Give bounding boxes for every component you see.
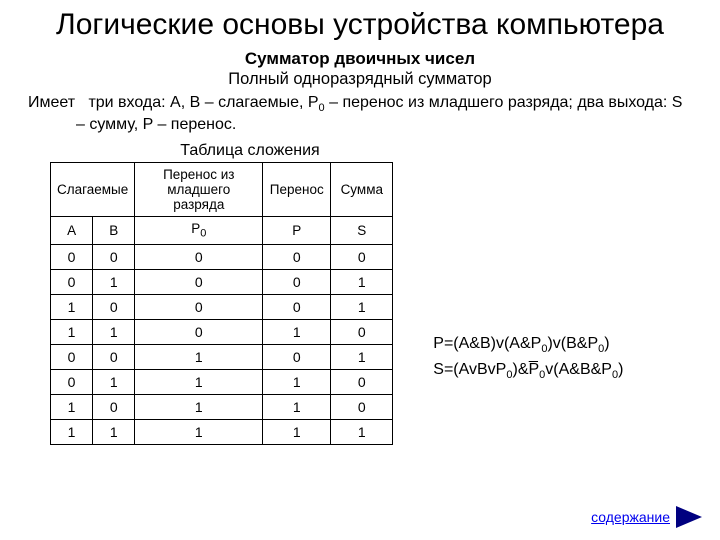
cell: 0	[51, 369, 93, 394]
subtitle-bold: Сумматор двоичных чисел	[28, 49, 692, 69]
th-operands: Слагаемые	[51, 163, 135, 217]
content-row: Слагаемые Перенос из младшего разряда Пе…	[28, 162, 692, 445]
cell: 0	[263, 294, 331, 319]
cell: 0	[331, 319, 393, 344]
cell: 1	[263, 419, 331, 444]
cell: 1	[135, 344, 263, 369]
cell: 1	[93, 369, 135, 394]
table-header-group: Слагаемые Перенос из младшего разряда Пе…	[51, 163, 393, 217]
cell: 0	[93, 294, 135, 319]
cell: 1	[51, 319, 93, 344]
th-carry-out: Перенос	[263, 163, 331, 217]
cell: 1	[93, 419, 135, 444]
cell: 1	[263, 319, 331, 344]
cell: 0	[135, 244, 263, 269]
cell: 0	[51, 244, 93, 269]
cell: 1	[51, 419, 93, 444]
table-row: 0 0 1 0 1	[51, 344, 393, 369]
contents-link[interactable]: содержание	[591, 509, 670, 525]
table-row: 0 1 0 0 1	[51, 269, 393, 294]
formula-s: S=(AvBvP0)&P̅0v(A&B&P0)	[433, 358, 623, 384]
cell: 1	[93, 269, 135, 294]
cell: 1	[135, 394, 263, 419]
cell: 1	[51, 294, 93, 319]
cell: 0	[51, 269, 93, 294]
addition-table: Слагаемые Перенос из младшего разряда Пе…	[50, 162, 393, 445]
formula-p: P=(A&B)v(A&P0)v(B&P0)	[433, 332, 623, 358]
th-a: A	[51, 217, 93, 245]
desc-lead: Имеет	[28, 94, 75, 111]
table-row: 1 0 0 0 1	[51, 294, 393, 319]
desc-part1: три входа: A, B – слагаемые, P	[88, 94, 318, 111]
cell: 0	[51, 344, 93, 369]
cell: 1	[51, 394, 93, 419]
cell: 0	[93, 244, 135, 269]
cell: 1	[331, 344, 393, 369]
th-s: S	[331, 217, 393, 245]
table-header-symbols: A B P0 P S	[51, 217, 393, 245]
cell: 0	[135, 294, 263, 319]
cell: 1	[263, 369, 331, 394]
table-row: 1 1 0 1 0	[51, 319, 393, 344]
cell: 0	[263, 269, 331, 294]
cell: 0	[263, 244, 331, 269]
th-p: P	[263, 217, 331, 245]
table-row: 0 1 1 1 0	[51, 369, 393, 394]
footer: содержание	[591, 506, 702, 528]
cell: 1	[331, 269, 393, 294]
cell: 1	[135, 369, 263, 394]
cell: 0	[331, 369, 393, 394]
slide: Логические основы устройства компьютера …	[0, 0, 720, 540]
table-caption: Таблица сложения	[50, 142, 450, 160]
th-sum: Сумма	[331, 163, 393, 217]
cell: 1	[331, 419, 393, 444]
cell: 0	[331, 244, 393, 269]
cell: 0	[93, 344, 135, 369]
cell: 1	[93, 319, 135, 344]
cell: 0	[263, 344, 331, 369]
cell: 0	[135, 319, 263, 344]
cell: 1	[135, 419, 263, 444]
table-row: 0 0 0 0 0	[51, 244, 393, 269]
cell: 0	[135, 269, 263, 294]
table-row: 1 0 1 1 0	[51, 394, 393, 419]
next-arrow-icon[interactable]	[676, 506, 702, 528]
subtitle-plain: Полный одноразрядный сумматор	[28, 70, 692, 89]
formulas: P=(A&B)v(A&P0)v(B&P0) S=(AvBvP0)&P̅0v(A&…	[433, 332, 623, 383]
table-row: 1 1 1 1 1	[51, 419, 393, 444]
cell: 0	[331, 394, 393, 419]
page-title: Логические основы устройства компьютера	[28, 8, 692, 43]
th-carry-in: Перенос из младшего разряда	[135, 163, 263, 217]
cell: 1	[331, 294, 393, 319]
cell: 0	[93, 394, 135, 419]
th-b: B	[93, 217, 135, 245]
description: Имеет три входа: A, B – слагаемые, P0 – …	[28, 93, 692, 135]
cell: 1	[263, 394, 331, 419]
th-p0: P0	[135, 217, 263, 245]
